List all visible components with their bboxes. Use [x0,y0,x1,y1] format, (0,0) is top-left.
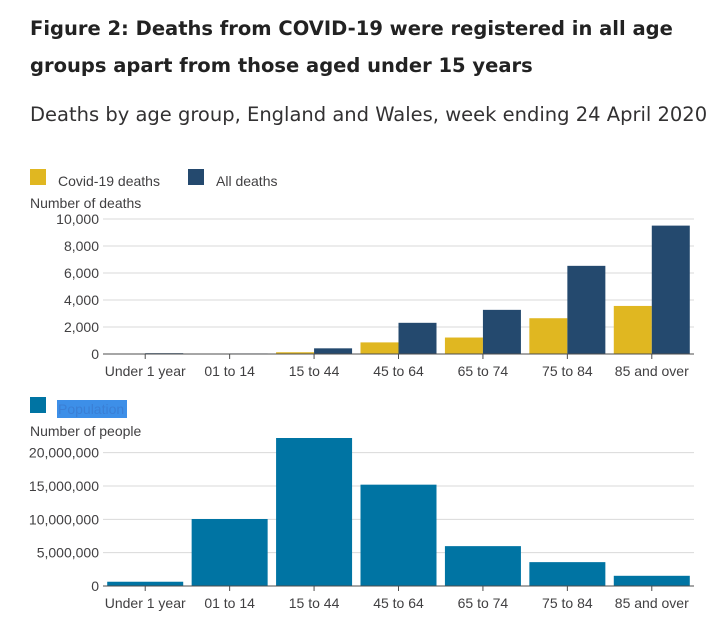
y-tick-label: 5,000,000 [37,545,99,561]
figure-subtitle: Deaths by age group, England and Wales, … [30,103,708,126]
legend-label-selection-highlight [57,400,127,418]
deaths-bar [651,225,690,354]
deaths-bar [482,309,521,354]
y-tick-label: 10,000 [56,211,99,227]
deaths-x-ticks: Under 1 year 01 to 14 15 to 44 45 to 64 65 t… [105,363,689,379]
population-x-ticks: Under 1 year 01 to 14 15 to 44 45 to 64 65 t… [105,595,689,611]
y-tick-label: 2,000 [64,319,99,335]
x-tick-label: 15 to 44 [289,595,340,611]
deaths-bar [567,265,606,354]
population-bar [613,575,690,586]
x-tick-label: 85 and over [615,363,689,379]
deaths-bar [529,318,568,354]
legend-label-all-deaths: All deaths [216,173,277,189]
deaths-x-axis [103,353,694,359]
x-tick-label: 45 to 64 [373,363,424,379]
population-y-ticks: 0 5,000,000 10,000,000 15,000,000 20,000,000 [29,445,99,594]
x-tick-label: 65 to 74 [458,595,509,611]
y-tick-label: 0 [91,346,99,362]
legend-label-covid-deaths: Covid-19 deaths [58,173,160,189]
population-bar [529,562,606,586]
population-bar [276,438,353,586]
x-tick-label: Under 1 year [105,595,186,611]
y-tick-label: 8,000 [64,238,99,254]
x-tick-label: 65 to 74 [458,363,509,379]
legend-swatch-covid-deaths [30,169,46,185]
y-tick-label: 6,000 [64,265,99,281]
deaths-by-age-chart: Covid-19 deaths All deaths Number of dea… [30,169,694,379]
x-tick-label: 01 to 14 [204,595,255,611]
x-tick-label: 75 to 84 [542,363,593,379]
population-bar [191,519,268,586]
y-tick-label: 10,000,000 [29,511,99,527]
population-bars [107,438,690,586]
legend-swatch-all-deaths [188,169,204,185]
deaths-y-ticks: 0 2,000 4,000 6,000 8,000 10,000 [56,211,99,362]
y-axis-title-deaths: Number of deaths [30,195,141,211]
x-tick-label: Under 1 year [105,363,186,379]
population-x-axis [103,585,694,591]
y-tick-label: 0 [91,578,99,594]
x-tick-label: 01 to 14 [204,363,255,379]
deaths-bar [398,322,437,354]
deaths-legend: Covid-19 deaths All deaths [30,169,277,189]
deaths-bar [360,342,399,354]
y-tick-label: 15,000,000 [29,478,99,494]
deaths-bar [444,337,483,354]
population-bar [360,484,437,586]
y-axis-title-population: Number of people [30,423,142,439]
x-tick-label: 45 to 64 [373,595,424,611]
legend-label-population: Population [58,401,124,417]
legend-swatch-population [30,397,46,413]
deaths-bar [314,348,353,354]
population-bar [444,546,521,586]
population-by-age-chart: Population Number of people 0 5,000,000 10… [29,397,694,611]
deaths-bar [276,352,315,354]
y-tick-label: 4,000 [64,292,99,308]
x-tick-label: 85 and over [615,595,689,611]
deaths-bar [613,305,652,354]
population-bar [107,581,184,586]
deaths-bars [145,225,690,354]
x-tick-label: 15 to 44 [289,363,340,379]
population-legend: Population [30,397,127,418]
x-tick-label: 75 to 84 [542,595,593,611]
y-tick-label: 20,000,000 [29,445,99,461]
figure-title: Figure 2: Deaths from COVID-19 were regi… [30,17,673,77]
